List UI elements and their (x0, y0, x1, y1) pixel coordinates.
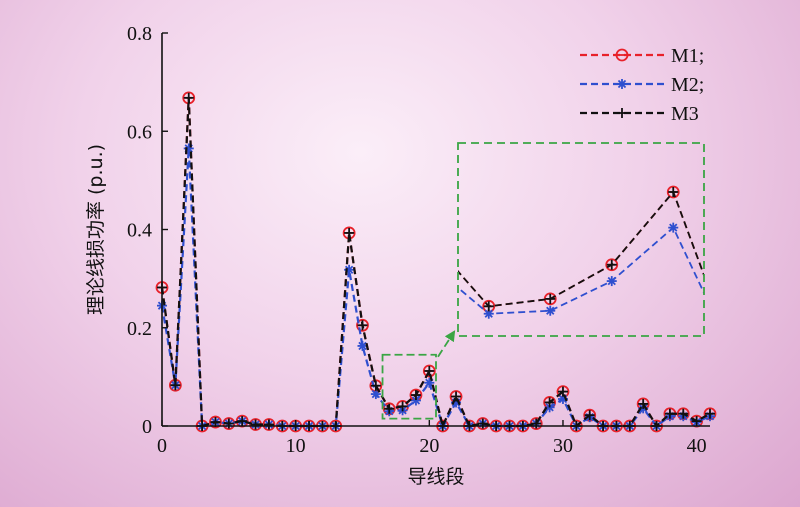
y-tick-label: 0.4 (127, 220, 152, 242)
y-axis-title: 理论线损功率 (p.u.) (85, 144, 107, 315)
inset-series-3-point (606, 259, 617, 270)
inset-series-2-point (545, 305, 556, 316)
y-tick-label: 0.2 (127, 318, 152, 340)
series-3-point (705, 408, 715, 419)
zoom-arrow (437, 330, 456, 358)
inset-series-2-point (606, 276, 617, 287)
x-tick-label: 30 (553, 435, 573, 457)
series-3-point (424, 365, 435, 376)
series-3-point (557, 386, 568, 397)
series-3-point (638, 398, 649, 409)
inset-series (458, 185, 704, 319)
legend-entry-3: M3 (580, 103, 699, 125)
series-2-line (160, 148, 711, 429)
x-axis-title: 导线段 (407, 466, 464, 488)
y-tick-label: 0.8 (127, 23, 152, 45)
inset-series-2-point (668, 222, 679, 233)
series-3-point (170, 380, 181, 391)
inset-series-2-line (458, 226, 704, 315)
series-3-point (384, 403, 395, 414)
legend: M1; M2; M3 (580, 45, 704, 125)
series-3-point (477, 418, 488, 429)
legend-label: M1; (671, 45, 704, 67)
x-tick-label: 0 (157, 435, 167, 457)
series-3-point (531, 418, 542, 429)
legend-label: M2; (671, 74, 704, 96)
x-tick-label: 40 (687, 435, 707, 457)
inset-frame (457, 142, 705, 337)
series-3-point (410, 390, 421, 401)
inset-series-3 (458, 186, 704, 312)
legend-label: M3 (671, 103, 699, 125)
series-3-point (263, 419, 274, 430)
legend-swatch-marker (617, 108, 627, 118)
series-3-point (678, 408, 689, 419)
x-tick-label: 10 (286, 435, 306, 457)
legend-swatch-marker (617, 79, 627, 89)
legend-entry-1: M1; (580, 45, 704, 67)
zoom-inset (381, 142, 705, 420)
inset-series-1-line (458, 190, 704, 308)
y-tick-label: 0 (142, 416, 152, 438)
y-tick-label: 0.6 (127, 121, 152, 143)
series-3-point (370, 380, 381, 391)
series-3-point (250, 419, 261, 430)
series-3-point (397, 401, 408, 412)
series-3-point (544, 397, 555, 408)
legend-swatch-marker (615, 48, 629, 62)
inset-series-1 (458, 185, 704, 313)
zoom-region-box (381, 353, 437, 420)
inset-series-2-point (483, 308, 494, 319)
inset-series-3-point (668, 186, 679, 197)
series-3-point (357, 320, 368, 331)
series-3-point (451, 391, 462, 402)
x-tick-label: 20 (419, 435, 439, 457)
inset-series-3-point (483, 301, 494, 312)
series-2-point (357, 340, 368, 351)
inset-series-3-point (545, 293, 556, 304)
inset-series-3-line (458, 190, 704, 308)
axes: 0 10 20 30 40 0 0.2 0.4 0.6 0.8 导线段 理论线损功率 (p.u.) (85, 23, 710, 488)
series-3-point (664, 408, 675, 419)
inset-series-2 (458, 222, 704, 319)
legend-entry-2: M2; (580, 74, 704, 96)
series-3-point (344, 227, 355, 238)
series-3-point (237, 416, 248, 427)
series-3-point (584, 410, 595, 421)
series-3-point (223, 418, 234, 429)
series-3-point (183, 92, 194, 103)
